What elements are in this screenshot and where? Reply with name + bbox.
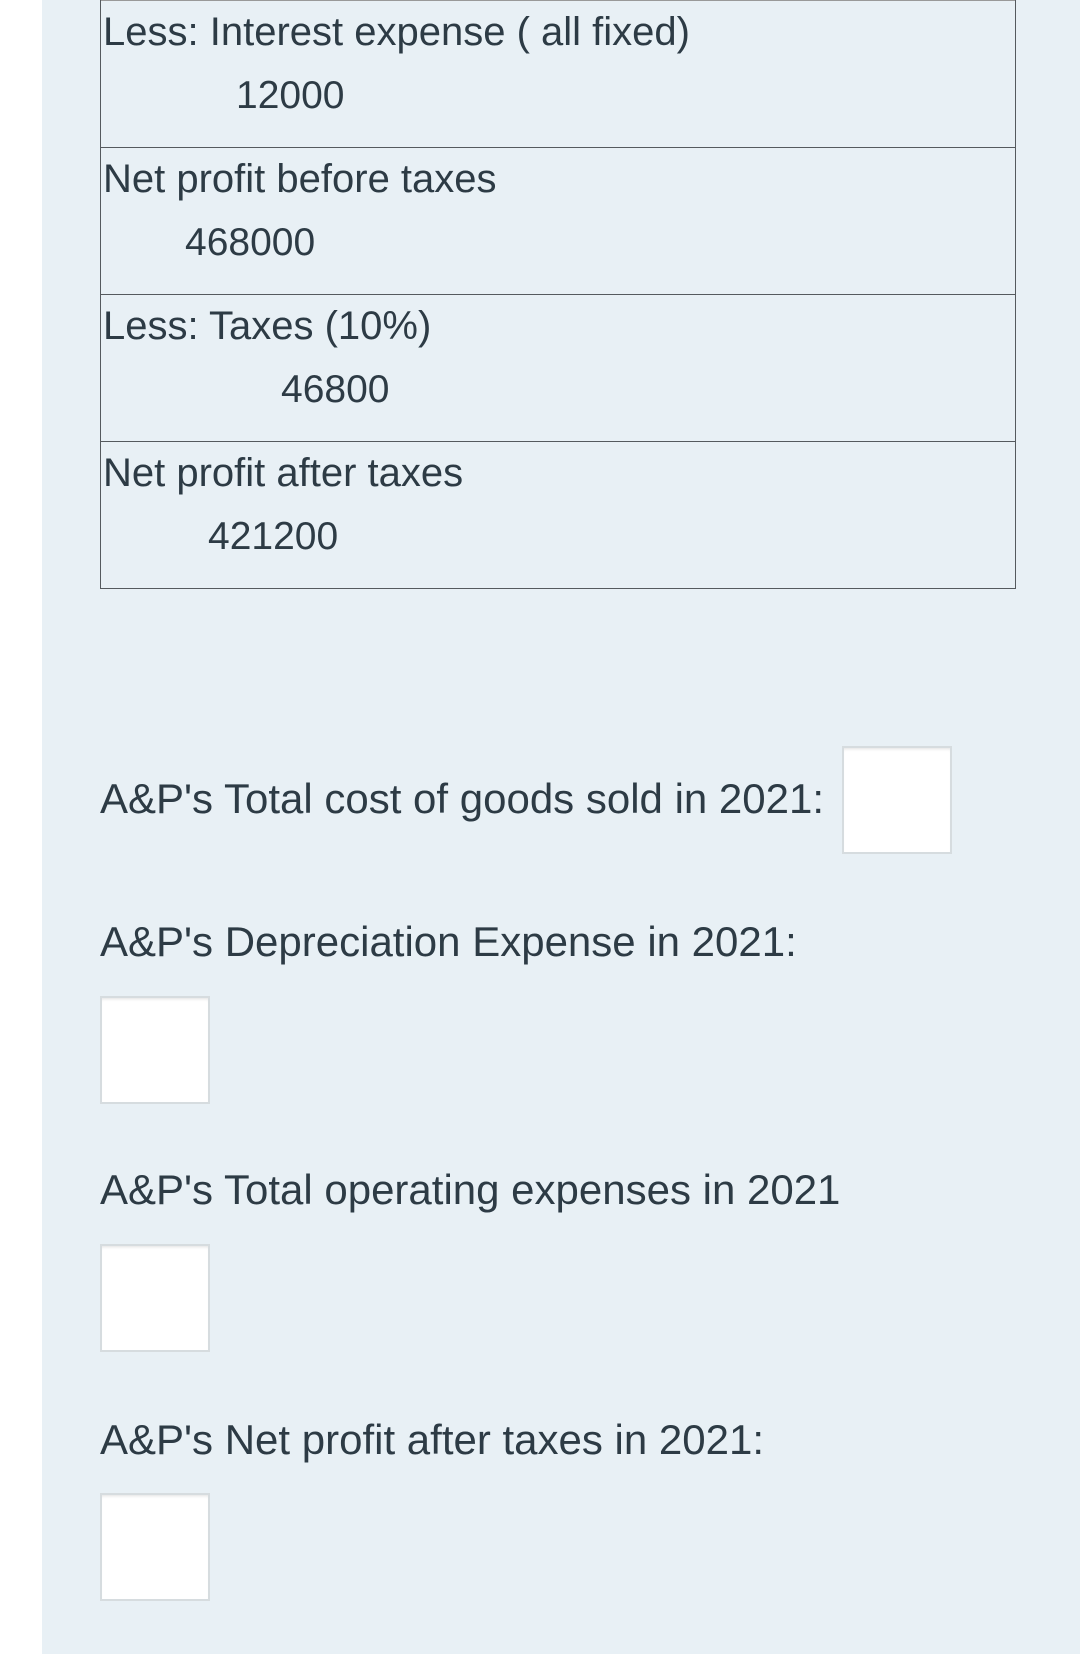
- net-profit-answer-input[interactable]: [100, 1493, 210, 1601]
- table-row: Net profit after taxes 421200: [101, 441, 1015, 588]
- question-label-operating-expenses: A&P's Total operating expenses in 2021: [100, 1166, 841, 1213]
- income-statement-table: Less: Interest expense ( all fixed) 1200…: [100, 0, 1016, 589]
- question-label-net-profit: A&P's Net profit after taxes in 2021:: [100, 1416, 765, 1463]
- row-value-net-profit-before-taxes: 468000: [185, 221, 316, 264]
- table-row: Less: Interest expense ( all fixed) 1200…: [101, 0, 1015, 147]
- cogs-answer-input[interactable]: [842, 746, 952, 854]
- row-value-taxes: 46800: [281, 368, 390, 411]
- operating-expenses-answer-input[interactable]: [100, 1244, 210, 1352]
- row-value-net-profit-after-taxes: 421200: [208, 515, 339, 558]
- row-label-interest-expense: Less: Interest expense ( all fixed): [103, 10, 690, 54]
- row-label-net-profit-after-taxes: Net profit after taxes: [103, 451, 464, 495]
- table-row: Net profit before taxes 468000: [101, 147, 1015, 294]
- row-label-taxes: Less: Taxes (10%): [103, 304, 432, 348]
- table-row: Less: Taxes (10%) 46800: [101, 294, 1015, 441]
- depreciation-answer-input[interactable]: [100, 996, 210, 1104]
- question-label-depreciation: A&P's Depreciation Expense in 2021:: [100, 918, 797, 965]
- row-label-net-profit-before-taxes: Net profit before taxes: [103, 157, 497, 201]
- question-label-cogs: A&P's Total cost of goods sold in 2021:: [100, 775, 825, 822]
- row-value-interest-expense: 12000: [236, 74, 345, 117]
